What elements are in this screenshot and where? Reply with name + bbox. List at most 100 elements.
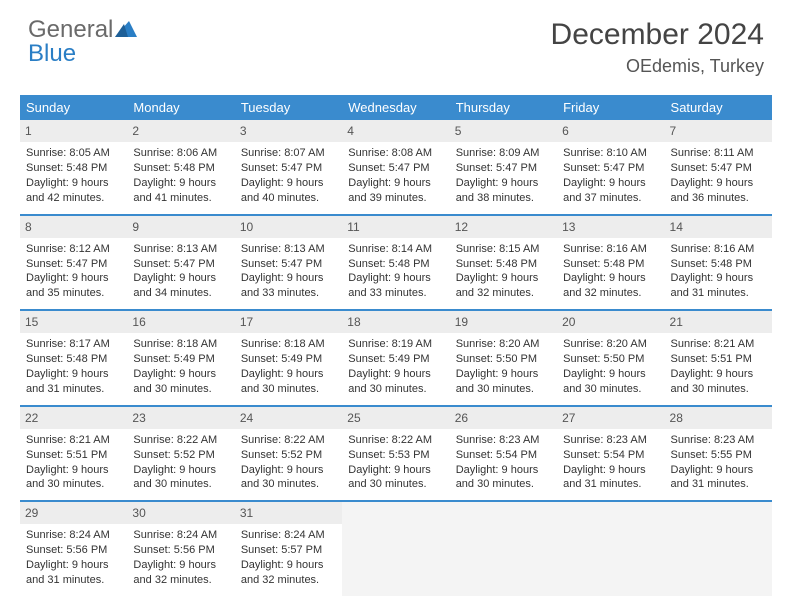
sunrise-text: Sunrise: 8:08 AM xyxy=(348,146,443,161)
sunset-text: Sunset: 5:47 PM xyxy=(671,161,766,176)
sunset-text: Sunset: 5:49 PM xyxy=(241,352,336,367)
sunset-text: Sunset: 5:47 PM xyxy=(26,257,121,272)
daylight-text: Daylight: 9 hours and 30 minutes. xyxy=(456,463,551,493)
day-number: 24 xyxy=(235,407,342,429)
sunset-text: Sunset: 5:56 PM xyxy=(133,543,228,558)
title-block: December 2024 OEdemis, Turkey xyxy=(551,18,764,77)
calendar-week-row: 15Sunrise: 8:17 AMSunset: 5:48 PMDayligh… xyxy=(20,310,772,406)
day-number: 13 xyxy=(557,216,664,238)
sunset-text: Sunset: 5:48 PM xyxy=(456,257,551,272)
calendar-week-row: 8Sunrise: 8:12 AMSunset: 5:47 PMDaylight… xyxy=(20,215,772,311)
dow-tuesday: Tuesday xyxy=(235,95,342,120)
daylight-text: Daylight: 9 hours and 40 minutes. xyxy=(241,176,336,206)
daylight-text: Daylight: 9 hours and 31 minutes. xyxy=(671,463,766,493)
sunrise-text: Sunrise: 8:13 AM xyxy=(133,242,228,257)
calendar-day-cell: 16Sunrise: 8:18 AMSunset: 5:49 PMDayligh… xyxy=(127,310,234,406)
sunrise-text: Sunrise: 8:24 AM xyxy=(241,528,336,543)
sunrise-text: Sunrise: 8:18 AM xyxy=(133,337,228,352)
sunset-text: Sunset: 5:53 PM xyxy=(348,448,443,463)
calendar-week-row: 1Sunrise: 8:05 AMSunset: 5:48 PMDaylight… xyxy=(20,120,772,215)
calendar-day-cell: 21Sunrise: 8:21 AMSunset: 5:51 PMDayligh… xyxy=(665,310,772,406)
sunrise-text: Sunrise: 8:19 AM xyxy=(348,337,443,352)
day-number: 20 xyxy=(557,311,664,333)
sunset-text: Sunset: 5:51 PM xyxy=(671,352,766,367)
calendar-day-cell: 19Sunrise: 8:20 AMSunset: 5:50 PMDayligh… xyxy=(450,310,557,406)
calendar-day-cell: 10Sunrise: 8:13 AMSunset: 5:47 PMDayligh… xyxy=(235,215,342,311)
calendar-day-cell: 31Sunrise: 8:24 AMSunset: 5:57 PMDayligh… xyxy=(235,501,342,596)
daylight-text: Daylight: 9 hours and 31 minutes. xyxy=(26,367,121,397)
daylight-text: Daylight: 9 hours and 39 minutes. xyxy=(348,176,443,206)
sunrise-text: Sunrise: 8:21 AM xyxy=(26,433,121,448)
calendar-body: 1Sunrise: 8:05 AMSunset: 5:48 PMDaylight… xyxy=(20,120,772,596)
sunrise-text: Sunrise: 8:11 AM xyxy=(671,146,766,161)
sunset-text: Sunset: 5:52 PM xyxy=(133,448,228,463)
sunset-text: Sunset: 5:50 PM xyxy=(563,352,658,367)
sunrise-text: Sunrise: 8:22 AM xyxy=(241,433,336,448)
sunset-text: Sunset: 5:47 PM xyxy=(456,161,551,176)
calendar-day-cell: 5Sunrise: 8:09 AMSunset: 5:47 PMDaylight… xyxy=(450,120,557,215)
brand-name: GeneralBlue xyxy=(28,18,137,66)
day-number: 11 xyxy=(342,216,449,238)
sunrise-text: Sunrise: 8:22 AM xyxy=(133,433,228,448)
sunrise-text: Sunrise: 8:23 AM xyxy=(563,433,658,448)
sunrise-text: Sunrise: 8:17 AM xyxy=(26,337,121,352)
calendar-day-cell: 30Sunrise: 8:24 AMSunset: 5:56 PMDayligh… xyxy=(127,501,234,596)
dow-friday: Friday xyxy=(557,95,664,120)
sunrise-text: Sunrise: 8:12 AM xyxy=(26,242,121,257)
calendar-day-cell: 4Sunrise: 8:08 AMSunset: 5:47 PMDaylight… xyxy=(342,120,449,215)
day-number: 8 xyxy=(20,216,127,238)
dow-saturday: Saturday xyxy=(665,95,772,120)
calendar-day-cell: 3Sunrise: 8:07 AMSunset: 5:47 PMDaylight… xyxy=(235,120,342,215)
sunrise-text: Sunrise: 8:22 AM xyxy=(348,433,443,448)
sunset-text: Sunset: 5:51 PM xyxy=(26,448,121,463)
daylight-text: Daylight: 9 hours and 33 minutes. xyxy=(348,271,443,301)
day-number: 23 xyxy=(127,407,234,429)
dow-monday: Monday xyxy=(127,95,234,120)
day-number: 1 xyxy=(20,120,127,142)
daylight-text: Daylight: 9 hours and 37 minutes. xyxy=(563,176,658,206)
calendar-day-cell: 29Sunrise: 8:24 AMSunset: 5:56 PMDayligh… xyxy=(20,501,127,596)
sunrise-text: Sunrise: 8:07 AM xyxy=(241,146,336,161)
daylight-text: Daylight: 9 hours and 41 minutes. xyxy=(133,176,228,206)
calendar-table: Sunday Monday Tuesday Wednesday Thursday… xyxy=(20,95,772,596)
brand-part2: Blue xyxy=(28,40,76,67)
daylight-text: Daylight: 9 hours and 31 minutes. xyxy=(26,558,121,588)
calendar-day-cell: 24Sunrise: 8:22 AMSunset: 5:52 PMDayligh… xyxy=(235,406,342,502)
sunset-text: Sunset: 5:48 PM xyxy=(133,161,228,176)
daylight-text: Daylight: 9 hours and 30 minutes. xyxy=(671,367,766,397)
daylight-text: Daylight: 9 hours and 30 minutes. xyxy=(241,367,336,397)
sunset-text: Sunset: 5:47 PM xyxy=(348,161,443,176)
day-number: 30 xyxy=(127,502,234,524)
sunrise-text: Sunrise: 8:13 AM xyxy=(241,242,336,257)
sunset-text: Sunset: 5:55 PM xyxy=(671,448,766,463)
daylight-text: Daylight: 9 hours and 32 minutes. xyxy=(241,558,336,588)
calendar-day-cell: 1Sunrise: 8:05 AMSunset: 5:48 PMDaylight… xyxy=(20,120,127,215)
calendar-day-cell: 27Sunrise: 8:23 AMSunset: 5:54 PMDayligh… xyxy=(557,406,664,502)
daylight-text: Daylight: 9 hours and 32 minutes. xyxy=(456,271,551,301)
sunrise-text: Sunrise: 8:18 AM xyxy=(241,337,336,352)
day-number: 22 xyxy=(20,407,127,429)
calendar-day-cell: 6Sunrise: 8:10 AMSunset: 5:47 PMDaylight… xyxy=(557,120,664,215)
daylight-text: Daylight: 9 hours and 36 minutes. xyxy=(671,176,766,206)
daylight-text: Daylight: 9 hours and 42 minutes. xyxy=(26,176,121,206)
sunset-text: Sunset: 5:49 PM xyxy=(348,352,443,367)
sunrise-text: Sunrise: 8:10 AM xyxy=(563,146,658,161)
day-number: 29 xyxy=(20,502,127,524)
sunset-text: Sunset: 5:57 PM xyxy=(241,543,336,558)
calendar-day-cell: 26Sunrise: 8:23 AMSunset: 5:54 PMDayligh… xyxy=(450,406,557,502)
sunset-text: Sunset: 5:48 PM xyxy=(348,257,443,272)
calendar-day-cell: 18Sunrise: 8:19 AMSunset: 5:49 PMDayligh… xyxy=(342,310,449,406)
calendar-day-cell xyxy=(665,501,772,596)
sunset-text: Sunset: 5:54 PM xyxy=(563,448,658,463)
sunset-text: Sunset: 5:47 PM xyxy=(133,257,228,272)
daylight-text: Daylight: 9 hours and 33 minutes. xyxy=(241,271,336,301)
location-label: OEdemis, Turkey xyxy=(551,56,764,77)
sunrise-text: Sunrise: 8:20 AM xyxy=(456,337,551,352)
sunrise-text: Sunrise: 8:16 AM xyxy=(671,242,766,257)
daylight-text: Daylight: 9 hours and 31 minutes. xyxy=(563,463,658,493)
calendar-day-cell: 23Sunrise: 8:22 AMSunset: 5:52 PMDayligh… xyxy=(127,406,234,502)
sunset-text: Sunset: 5:49 PM xyxy=(133,352,228,367)
daylight-text: Daylight: 9 hours and 30 minutes. xyxy=(133,367,228,397)
calendar-day-cell: 7Sunrise: 8:11 AMSunset: 5:47 PMDaylight… xyxy=(665,120,772,215)
dow-sunday: Sunday xyxy=(20,95,127,120)
